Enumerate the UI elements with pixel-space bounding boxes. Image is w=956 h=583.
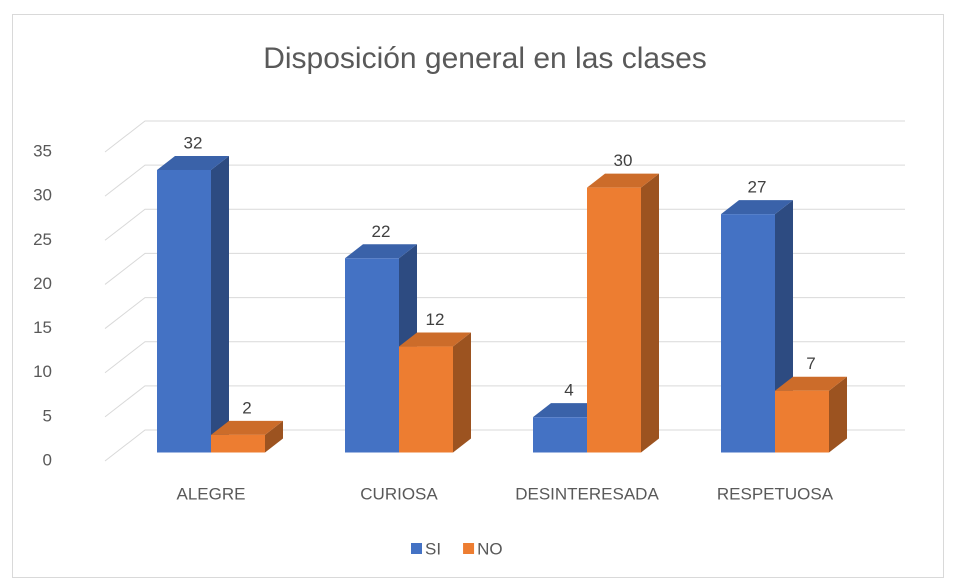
bar-front [157, 169, 211, 453]
bar [721, 200, 793, 453]
x-tick-label: DESINTERESADA [515, 484, 659, 503]
bar [157, 155, 229, 453]
y-tick-label: 15 [33, 318, 52, 337]
bar [587, 173, 659, 453]
bar-side [453, 332, 471, 453]
data-label: 27 [748, 178, 767, 197]
bar-top [157, 155, 229, 170]
bar-side [641, 173, 659, 453]
bar-front [775, 390, 829, 453]
bar-top [587, 173, 659, 188]
bar-top [211, 420, 283, 435]
y-tick-label: 20 [33, 274, 52, 293]
bar-top [721, 200, 793, 215]
bar-front [533, 417, 587, 453]
bar-front [345, 258, 399, 453]
bar-top [345, 244, 417, 259]
bar-side [265, 420, 283, 453]
y-tick-label: 25 [33, 230, 52, 249]
bar [345, 244, 417, 453]
bar-side [829, 376, 847, 453]
grid-line [104, 120, 905, 153]
x-tick-label: RESPETUOSA [717, 484, 834, 503]
legend-swatch [463, 543, 475, 554]
bar-front [587, 187, 641, 453]
bar-front [399, 346, 453, 453]
bar [399, 332, 471, 453]
bar-top [775, 376, 847, 391]
bar-front [211, 434, 265, 453]
legend-label: NO [477, 539, 503, 558]
data-label: 30 [614, 151, 633, 170]
data-label: 22 [372, 222, 391, 241]
legend-swatch [411, 543, 422, 554]
data-label: 7 [806, 354, 815, 373]
data-label: 4 [564, 381, 573, 400]
bar [211, 420, 283, 453]
x-tick-label: CURIOSA [360, 484, 438, 503]
bar-top [399, 332, 471, 347]
data-label: 12 [426, 310, 445, 329]
bar-front [721, 214, 775, 453]
y-tick-label: 5 [43, 406, 52, 425]
data-label: 2 [242, 398, 251, 417]
bar-side [211, 155, 229, 453]
grid-line [104, 164, 905, 197]
data-label: 32 [184, 133, 203, 152]
legend-label: SI [425, 539, 441, 558]
bar [775, 376, 847, 453]
y-tick-label: 30 [33, 186, 52, 205]
y-tick-label: 35 [33, 141, 52, 160]
y-tick-label: 10 [33, 362, 52, 381]
x-tick-label: ALEGRE [177, 484, 246, 503]
y-tick-label: 0 [43, 450, 52, 469]
chart-title: Disposición general en las clases [263, 42, 707, 75]
